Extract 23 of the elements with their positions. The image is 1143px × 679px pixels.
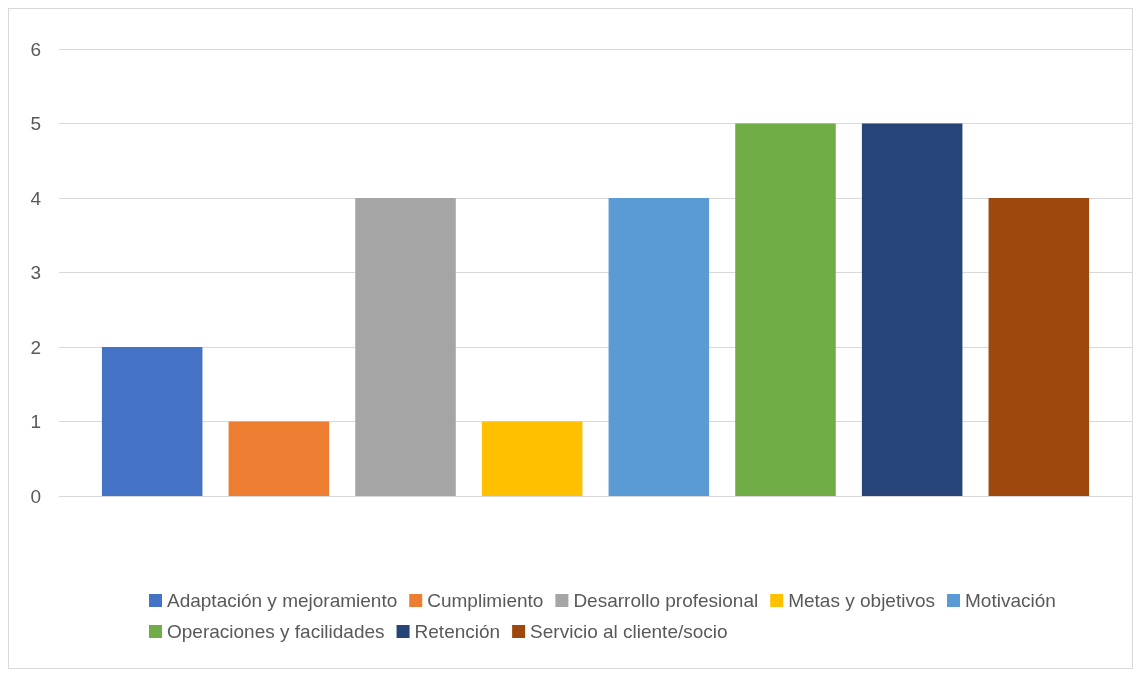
y-tick-label: 4 bbox=[30, 187, 42, 209]
legend-label: Desarrollo profesional bbox=[573, 590, 759, 611]
y-tick-label: 1 bbox=[30, 411, 41, 432]
y-tick-label: 0 bbox=[30, 485, 41, 507]
legend-label: Cumplimiento bbox=[427, 590, 544, 611]
bar bbox=[355, 198, 456, 496]
legend-label: Motivación bbox=[964, 590, 1056, 611]
y-tick-label: 3 bbox=[30, 262, 41, 283]
legend-label: Retención bbox=[414, 621, 501, 642]
bar bbox=[988, 198, 1090, 496]
legend-label: Metas y objetivos bbox=[788, 590, 935, 611]
bar bbox=[735, 123, 836, 496]
y-tick-label: 6 bbox=[30, 38, 41, 60]
y-tick-label: 2 bbox=[30, 336, 41, 358]
bar bbox=[228, 421, 330, 496]
bar bbox=[481, 421, 583, 496]
legend-label: Operaciones y facilidades bbox=[167, 621, 385, 642]
bar bbox=[608, 198, 710, 496]
bar bbox=[101, 347, 203, 496]
legend-label: Servicio al cliente/socio bbox=[530, 621, 728, 642]
bar bbox=[861, 123, 963, 496]
legend-label: Adaptación y mejoramiento bbox=[167, 590, 398, 611]
y-tick-label: 5 bbox=[30, 113, 41, 134]
